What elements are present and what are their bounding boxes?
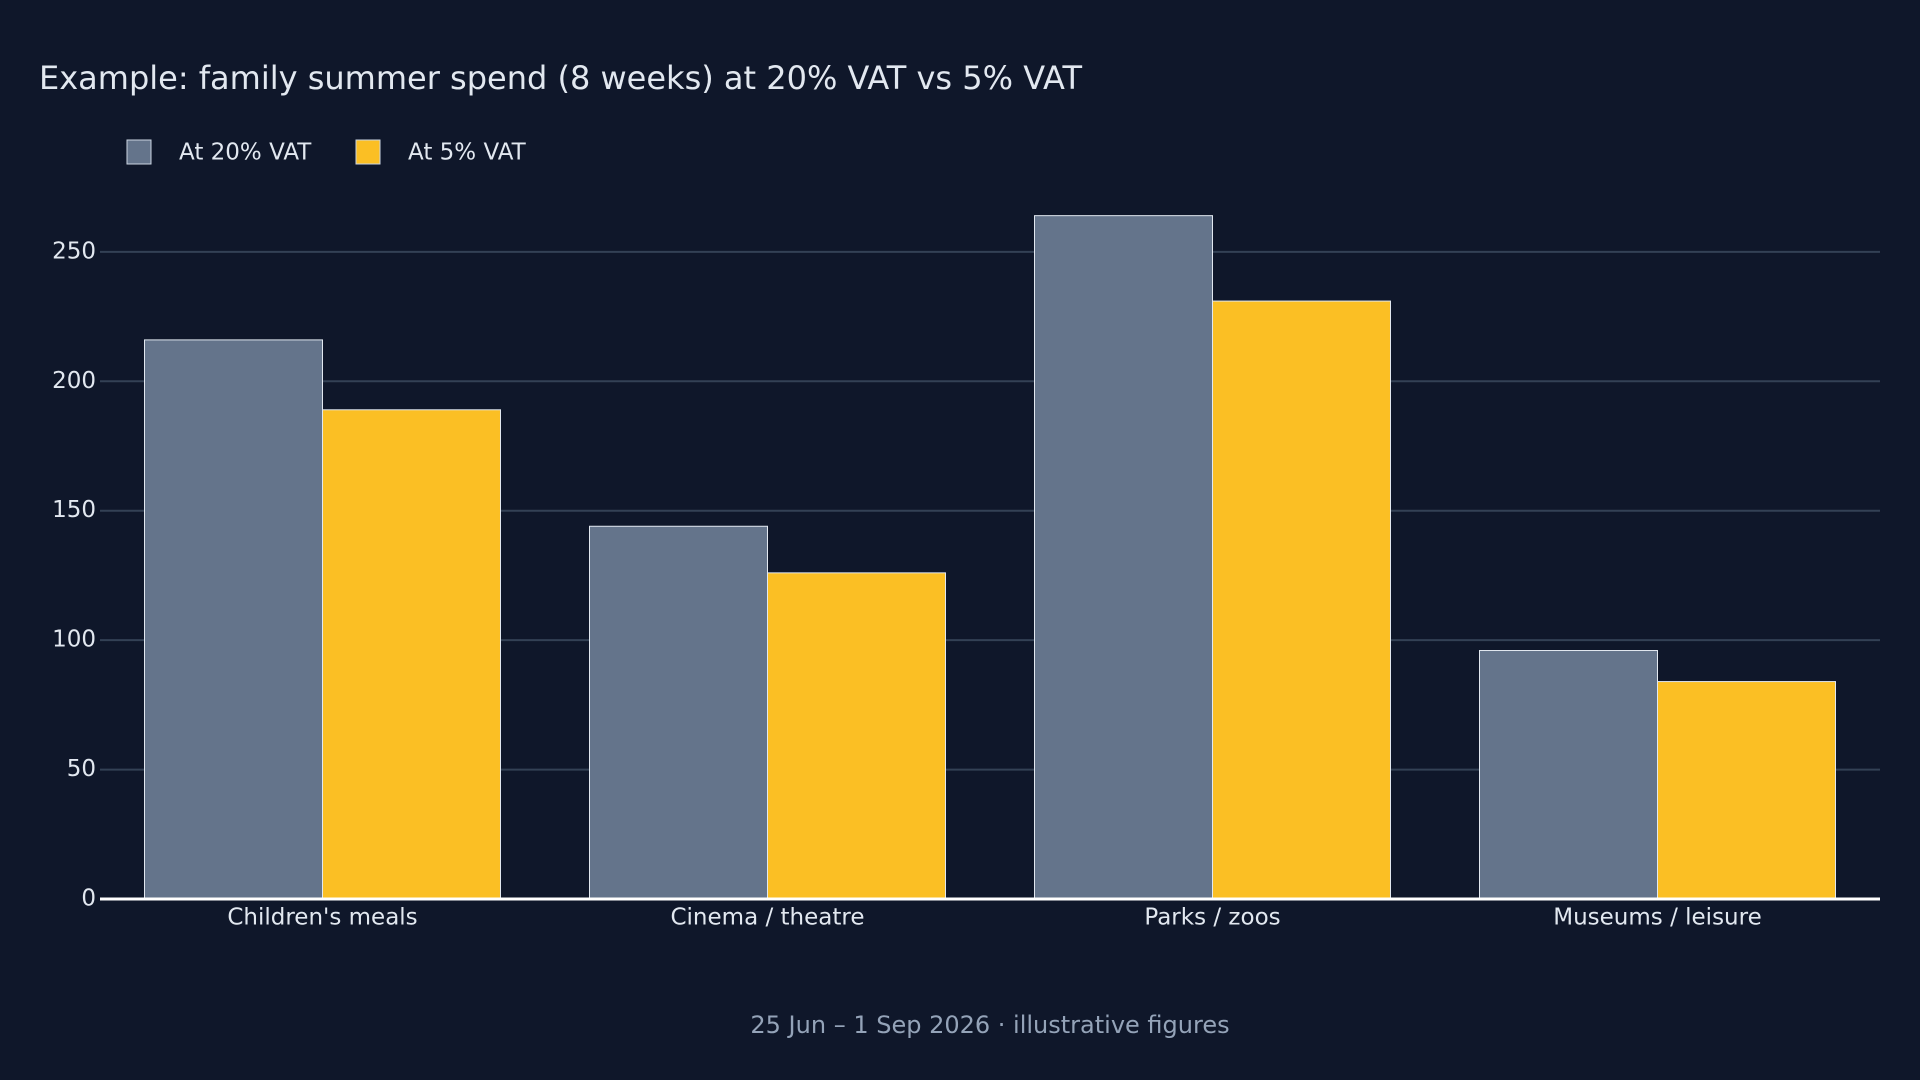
bar [1034,215,1213,900]
legend-label: At 20% VAT [179,140,312,166]
y-tick-label: 100 [52,627,96,653]
legend-swatch [355,139,381,165]
bar [1212,300,1391,900]
x-tick-label: Museums / leisure [1553,905,1761,931]
x-tick-label: Children's meals [227,905,417,931]
x-tick-label: Cinema / theatre [670,905,864,931]
y-tick-label: 150 [52,497,96,523]
bar [589,525,768,900]
legend-label: At 5% VAT [408,140,527,166]
legend-swatch [126,139,152,165]
footer-note: 25 Jun – 1 Sep 2026 · illustrative figur… [750,1011,1229,1039]
y-tick-label: 250 [52,238,96,264]
bar [1479,650,1658,900]
bar [144,339,323,900]
bar [322,409,501,900]
y-tick-label: 200 [52,368,96,394]
bar [767,572,946,900]
y-tick-label: 50 [67,756,96,782]
chart-title: Example: family summer spend (8 weeks) a… [39,59,1082,97]
y-tick-label: 0 [81,886,96,912]
bar [1657,681,1836,900]
x-tick-label: Parks / zoos [1144,905,1280,931]
